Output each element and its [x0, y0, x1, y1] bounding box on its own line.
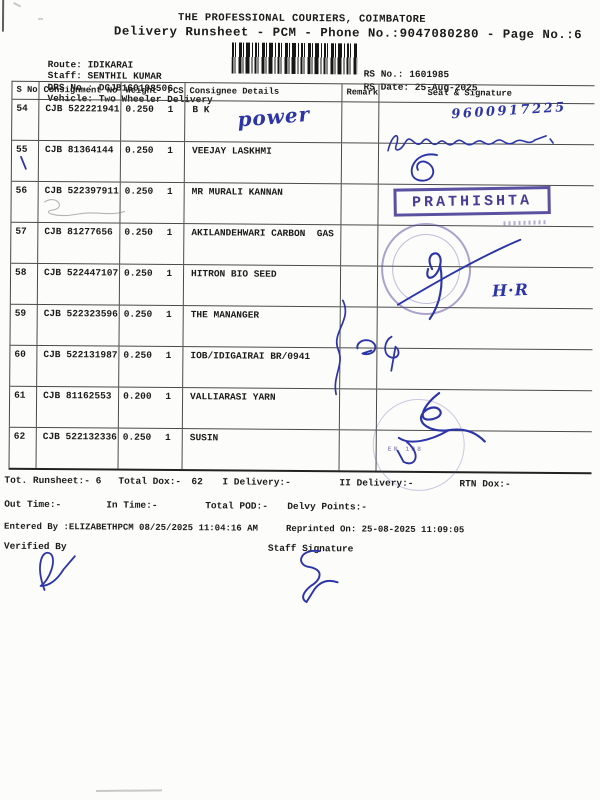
cell-weight-pcs: 0.200 1 [118, 387, 184, 429]
pcs-value: 1 [167, 103, 174, 115]
signature-row-56 [410, 153, 438, 182]
reprinted-on-text: Reprinted On: 25-08-2025 11:09:05 [286, 523, 465, 536]
cell-weight-pcs: 0.250 1 [119, 264, 185, 306]
staff-signature-mark [300, 549, 339, 604]
cell-weight-pcs: 0.250 1 [120, 141, 186, 183]
info-value: SENTHIL KUMAR [87, 70, 162, 83]
weight-value: 0.250 [124, 267, 153, 279]
total-runsheet-label: Tot. Runsheet:- 6 [4, 474, 102, 487]
rtn-dox-label: RTN Dox:- [459, 478, 511, 490]
pcs-value: 1 [166, 185, 173, 197]
cell-consignment-no: CJB 522132336 [36, 427, 119, 469]
cell-consignee: VALLIARASI YARN [182, 388, 341, 430]
in-time-label: In Time:- [106, 499, 158, 511]
barcode-icon [231, 42, 358, 75]
prathishta-stamp: PRATHISHTA [393, 186, 551, 217]
i-delivery-label: I Delivery:- [222, 476, 291, 488]
pcs-value: 1 [166, 226, 173, 238]
cell-sno: 58 [10, 263, 39, 304]
info-label: Staff: [47, 70, 82, 82]
weight-value: 0.250 [124, 226, 153, 238]
cell-sno: 60 [10, 345, 38, 386]
cell-consignment-no: CJB 522323596 [37, 304, 120, 346]
cell-remarks [339, 430, 377, 471]
info-label: Route: [47, 58, 82, 71]
cell-weight-pcs: 0.250 1 [120, 223, 185, 265]
pcs-value: 1 [165, 431, 171, 443]
faint-stamp-text: EN 108 [387, 445, 424, 453]
col-header-remarks: Remarks [342, 84, 380, 102]
cell-consignment-no: CJB 81364144 [38, 140, 122, 182]
cell-sno: 54 [12, 99, 40, 140]
pencil-scribble-row-56 [44, 199, 126, 217]
faint-round-stamp: EN 108 [372, 398, 466, 492]
total-dox-label: Total Dox:- [118, 475, 182, 488]
weight-value: 0.200 [123, 390, 152, 402]
signature-row-57 [396, 238, 522, 321]
delvy-points-label: Delvy Points:- [287, 500, 368, 513]
cell-weight-pcs: 0.250 1 [118, 428, 183, 470]
cell-weight-pcs: 0.250 1 [119, 305, 184, 347]
cell-consignment-no: CJB 81277656 [38, 222, 121, 264]
company-title: THE PROFESSIONAL COURIERS, COIMBATORE [178, 12, 427, 26]
cell-sno: 62 [9, 427, 37, 468]
cell-remarks [341, 184, 379, 225]
signature-row-59-60 [356, 335, 400, 372]
weight-value: 0.250 [123, 308, 153, 320]
cell-consignee: IOB/IDIGAIRAI BR/0941 [183, 347, 341, 389]
scan-speck [13, 1, 22, 8]
cell-consignee: AKILANDEHWARI CARBON GAS [184, 224, 342, 266]
info-line: RS No.: 1601985 [364, 68, 478, 81]
pcs-value: 1 [166, 267, 173, 279]
cell-consignment-no: CJB 522131987 [37, 345, 120, 387]
table-row: 61 CJB 81162553 0.200 1 VALLIARASI YARN [9, 386, 593, 433]
info-value: IDIKARAI [87, 59, 134, 71]
signature-row-61-62 [396, 391, 486, 465]
cell-consignment-no: CJB 81162553 [36, 386, 120, 428]
col-header-sno: S No [12, 81, 40, 99]
info-label: RS No.: [363, 68, 404, 80]
cell-consignee: MR MURALI KANNAN [184, 183, 342, 225]
entered-by-text: Entered By :ELIZABETHPCM 08/25/2025 11:0… [4, 521, 258, 534]
remarks-scribble-line [334, 299, 347, 396]
cell-consignment-no: CJB 522447107 [37, 263, 121, 305]
table-row: 62 CJB 522132336 0.250 1 SUSIN [9, 427, 592, 473]
col-header-consignee: Consignee Details [185, 83, 343, 102]
info-value: 1601985 [409, 68, 450, 81]
col-header-consignment: Consignment No [39, 81, 122, 100]
scan-smudge [95, 789, 162, 792]
cell-remarks [341, 143, 380, 184]
cell-sno: 59 [10, 304, 38, 345]
cell-remarks [341, 225, 379, 266]
cell-consignee: VEEJAY LASKHMI [184, 142, 343, 184]
out-time-label: Out Time:- [4, 498, 62, 511]
tick-mark-row-55 [20, 155, 27, 170]
cell-sno: 61 [9, 386, 38, 427]
cell-weight-pcs: 0.250 1 [121, 100, 186, 142]
cell-consignee: THE MANANGER [183, 306, 341, 348]
cell-sno: 57 [11, 222, 39, 263]
total-pod-label: Total POD:- [205, 500, 268, 512]
cell-consignment-no: CJB 522221941 [39, 99, 122, 141]
weight-value: 0.250 [124, 144, 154, 156]
col-header-weight-pcs: Weight PCS [121, 82, 186, 101]
weight-value: 0.250 [125, 103, 154, 115]
weight-value: 0.250 [122, 431, 152, 443]
table-row: 60 CJB 522131987 0.250 1 IOB/IDIGAIRAI BR… [10, 345, 593, 392]
pcs-value: 1 [167, 144, 174, 156]
weight-value: 0.250 [123, 349, 152, 361]
pcs-value: 1 [165, 308, 172, 320]
pcs-value: 1 [165, 390, 172, 402]
cell-sno: 56 [11, 181, 39, 222]
cell-weight-pcs: 0.250 1 [119, 346, 184, 388]
signature-row-55 [387, 135, 554, 152]
verified-by-signature [39, 551, 76, 591]
total-dox-value: 62 [191, 476, 203, 488]
cell-remarks [342, 102, 380, 143]
pcs-value: 1 [165, 349, 172, 361]
cell-consignee: HITRON BIO SEED [183, 265, 342, 307]
cell-consignee: SUSIN [182, 429, 340, 471]
